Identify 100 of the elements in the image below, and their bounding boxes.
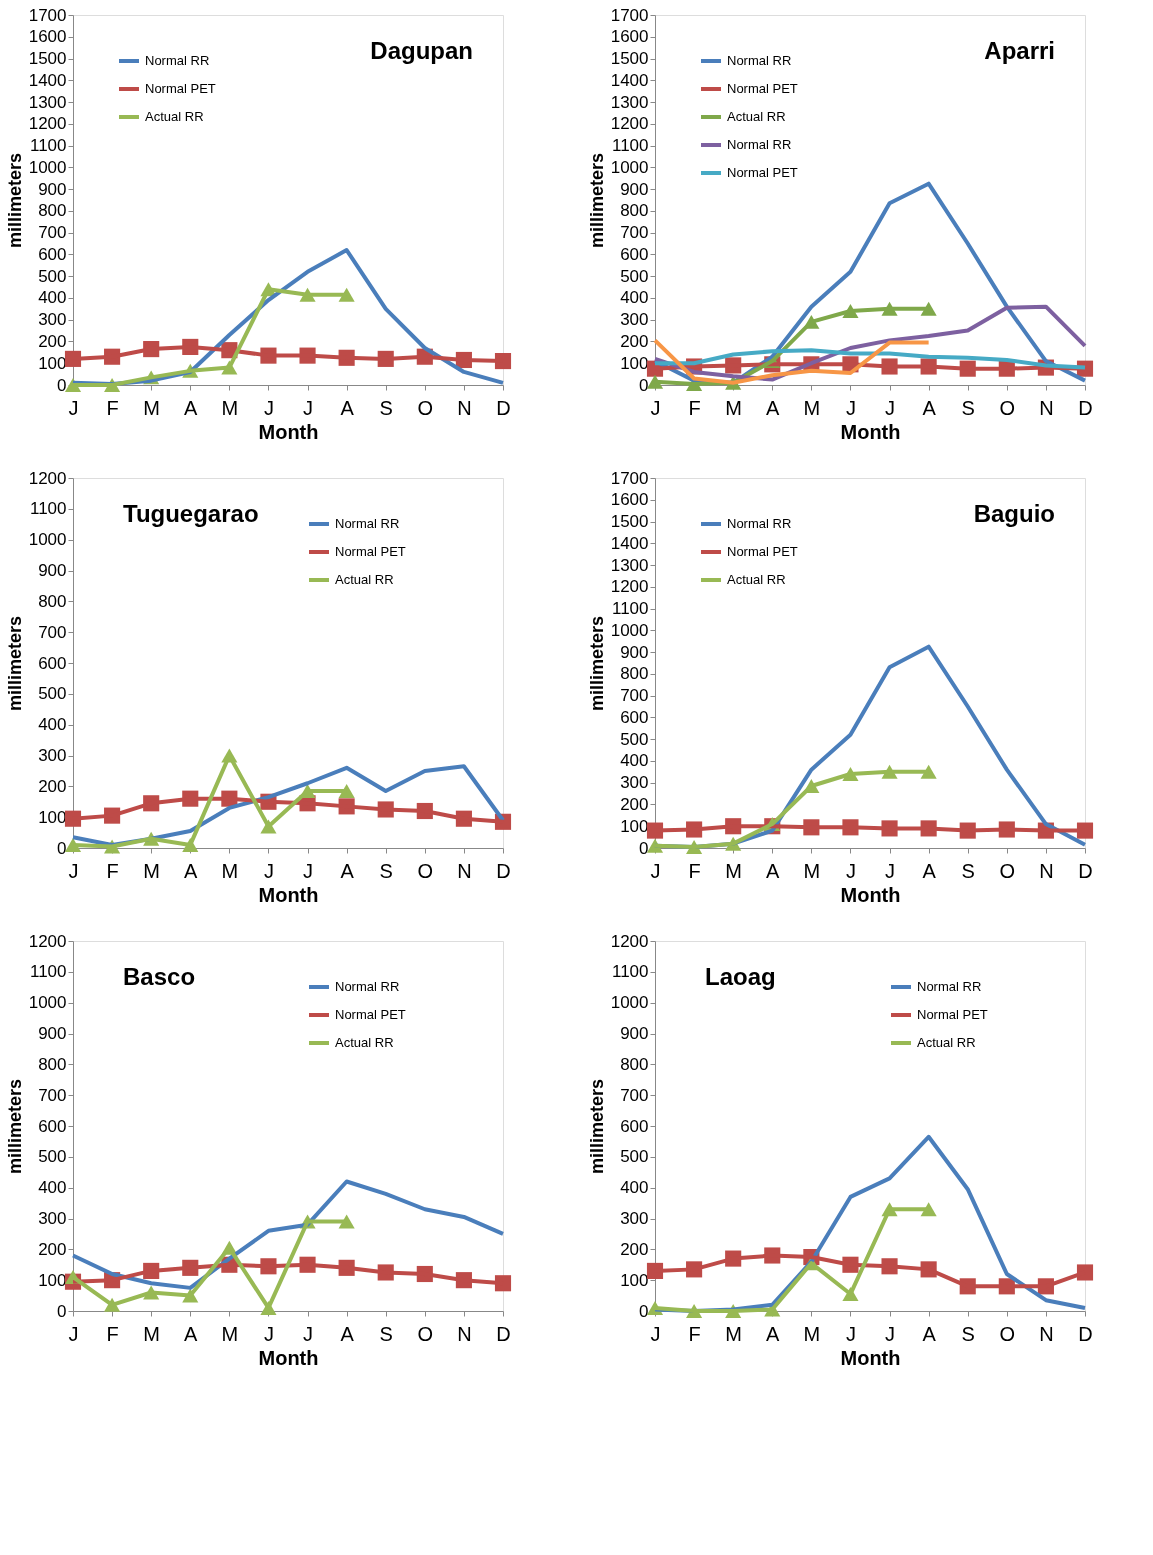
text: Basco [123, 963, 196, 990]
y-tick-label: 100 [38, 353, 67, 373]
x-tick-label: N [1039, 1322, 1054, 1345]
point [64, 837, 82, 852]
y-tick-label: 1000 [610, 993, 649, 1013]
y-tick-label: 1300 [610, 92, 649, 112]
y-tick-label: 800 [620, 664, 649, 684]
y-tick-label: 1000 [28, 993, 67, 1013]
legend-label: Normal PET [727, 165, 798, 180]
x-tick-label: J [845, 396, 856, 419]
legend-label: Normal RR [727, 53, 792, 68]
x-axis-title: Month [840, 420, 901, 443]
x-tick-label: D [496, 396, 511, 419]
y-tick-label: 1500 [28, 49, 67, 69]
x-axis-title: Month [840, 883, 901, 906]
x-tick-label: S [961, 396, 975, 419]
x-tick-label: J [650, 859, 661, 882]
y-tick-label: 300 [38, 1209, 67, 1228]
x-tick-label: F [688, 859, 701, 882]
y-tick-label: 1700 [610, 5, 649, 25]
x-tick-label: D [496, 1322, 511, 1345]
x-tick-label: D [1078, 1322, 1093, 1345]
y-tick-label: 800 [38, 1054, 67, 1074]
x-axis-title: Month [840, 1346, 901, 1369]
x-tick-label: J [68, 1322, 79, 1345]
legend-label: Normal PET [917, 1007, 988, 1022]
y-tick-label: 1100 [611, 136, 649, 156]
y-tick-label: 700 [38, 622, 67, 642]
legend-label: Normal PET [727, 544, 798, 559]
legend-label: Actual RR [727, 109, 786, 124]
y-tick-label: 200 [620, 331, 649, 351]
y-tick-label: 300 [620, 773, 649, 793]
y-axis-title: millimeters [586, 1078, 607, 1175]
y-tick-label: 600 [38, 1116, 67, 1136]
y-tick-label: 900 [38, 561, 67, 580]
legend-label: Normal RR [727, 137, 792, 152]
x-tick-label: M [803, 859, 821, 882]
x-tick-label: J [303, 1322, 314, 1345]
y-tick-label: 700 [620, 1085, 649, 1105]
y-tick-label: 0 [57, 375, 67, 395]
text: Laoag [705, 963, 776, 990]
y-tick-label: 1000 [28, 157, 67, 177]
legend-label: Normal RR [145, 53, 210, 68]
x-tick-label: A [922, 1322, 937, 1345]
x-tick-label: J [845, 1322, 856, 1345]
x-tick-label: N [457, 396, 472, 419]
y-tick-label: 900 [38, 1024, 67, 1043]
legend-label: Actual RR [335, 572, 394, 587]
point [646, 822, 664, 839]
x-tick-label: O [999, 1322, 1016, 1345]
y-tick-label: 1200 [28, 931, 67, 951]
y-tick-label: 1200 [610, 931, 649, 951]
x-tick-label: A [184, 1322, 199, 1345]
y-tick-label: 0 [639, 375, 649, 395]
y-tick-label: 800 [620, 1054, 649, 1074]
x-tick-label: M [803, 396, 821, 419]
y-tick-label: 1500 [610, 512, 649, 532]
y-tick-label: 400 [620, 1178, 649, 1198]
y-tick-label: 300 [38, 746, 67, 765]
y-tick-label: 200 [620, 1239, 649, 1259]
x-tick-label: A [766, 1322, 781, 1345]
y-tick-label: 400 [38, 715, 67, 735]
text: Baguio [973, 500, 1055, 527]
y-tick-label: 200 [38, 331, 67, 351]
y-tick-label: 1300 [28, 92, 67, 112]
y-tick-label: 200 [38, 776, 67, 796]
x-tick-label: A [184, 396, 199, 419]
x-tick-label: S [379, 1322, 393, 1345]
x-tick-label: D [1078, 859, 1093, 882]
x-tick-label: S [379, 396, 393, 419]
x-tick-label: M [143, 396, 161, 419]
x-tick-label: F [688, 396, 701, 419]
point [1076, 1264, 1094, 1281]
x-tick-label: O [417, 1322, 434, 1345]
y-tick-label: 1400 [28, 70, 67, 90]
x-tick-label: F [106, 859, 119, 882]
y-tick-label: 1600 [28, 27, 67, 47]
y-tick-label: 1600 [610, 27, 649, 47]
x-tick-label: J [303, 859, 314, 882]
y-tick-label: 200 [620, 794, 649, 814]
x-tick-label: S [961, 1322, 975, 1345]
y-tick-label: 400 [38, 288, 67, 308]
y-tick-label: 1700 [28, 5, 67, 25]
x-tick-label: A [340, 396, 355, 419]
y-tick-label: 1400 [610, 533, 649, 553]
x-tick-label: J [68, 859, 79, 882]
x-tick-label: A [922, 396, 937, 419]
x-tick-label: D [496, 859, 511, 882]
y-tick-label: 400 [620, 288, 649, 308]
point [64, 810, 82, 827]
x-tick-label: A [340, 859, 355, 882]
y-tick-label: 1100 [29, 136, 67, 156]
y-tick-label: 100 [620, 1270, 649, 1290]
x-tick-label: S [961, 859, 975, 882]
y-tick-label: 800 [38, 201, 67, 221]
y-tick-label: 400 [38, 1178, 67, 1198]
y-tick-label: 1200 [610, 577, 649, 597]
x-tick-label: O [417, 859, 434, 882]
y-tick-label: 700 [620, 223, 649, 243]
y-tick-label: 1200 [610, 114, 649, 134]
